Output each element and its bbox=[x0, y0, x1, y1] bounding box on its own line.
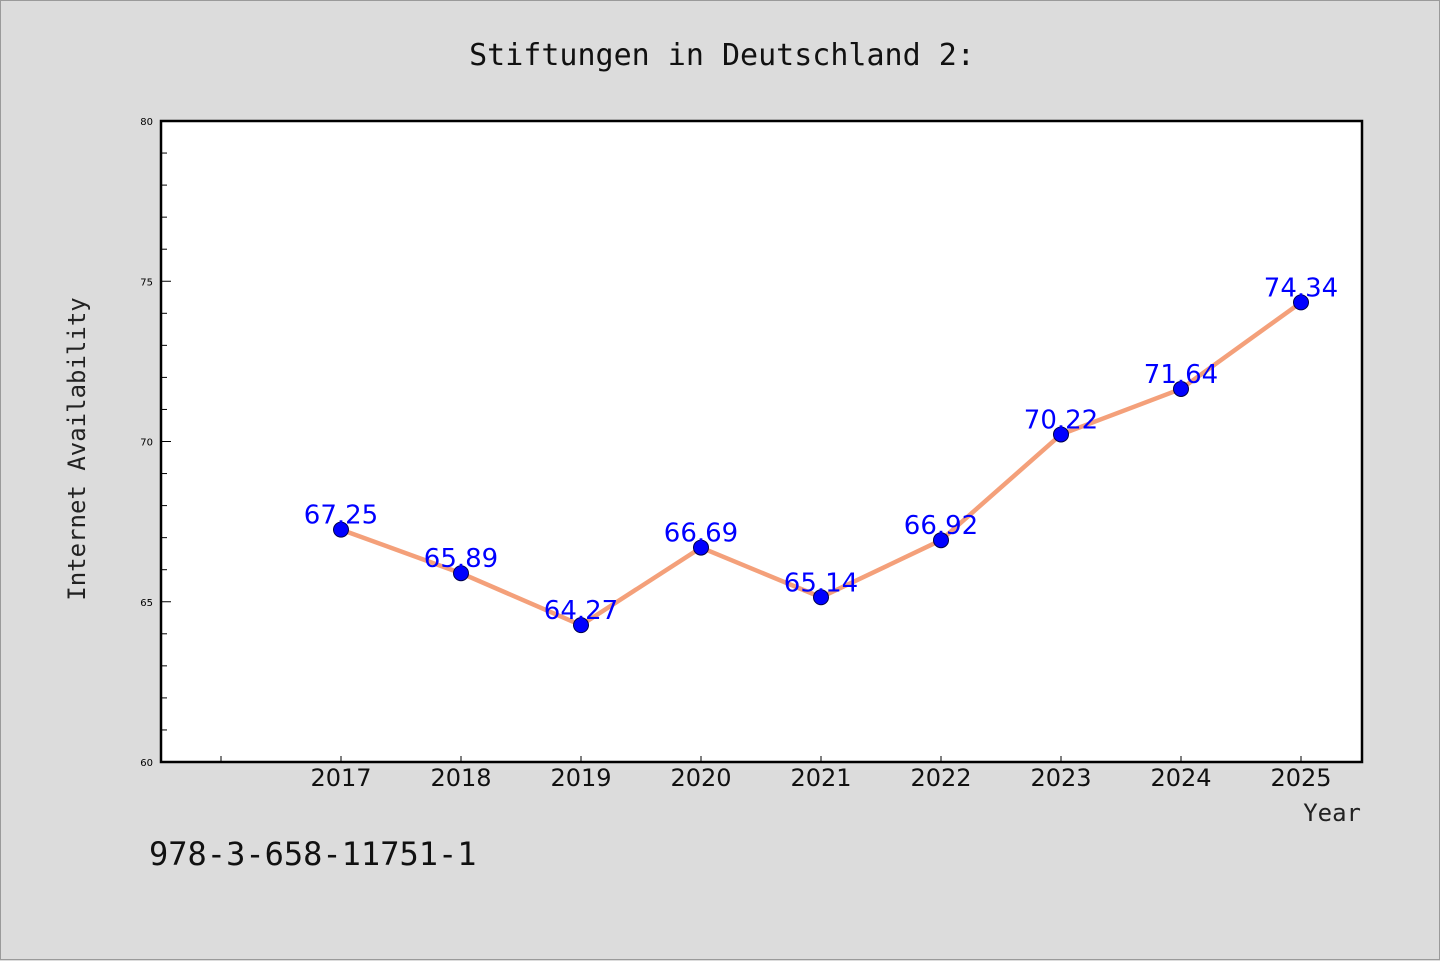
data-point bbox=[1293, 294, 1309, 311]
x-axis-ticks: 2017 2018 2019 2020 2021 2022 2023 2024 2025 bbox=[220, 756, 1332, 792]
x-tick-label: 2021 bbox=[790, 764, 851, 792]
series-group: 67.25 65.89 64.27 66.69 65.14 66.92 70.22 71.64… bbox=[304, 273, 1338, 634]
x-tick-label: 2022 bbox=[910, 764, 971, 792]
data-label: 74.34 bbox=[1264, 273, 1338, 303]
data-point bbox=[813, 589, 829, 606]
data-point bbox=[933, 532, 949, 549]
data-label: 70.22 bbox=[1024, 405, 1098, 435]
data-label: 66.92 bbox=[904, 511, 978, 541]
x-tick-label: 2019 bbox=[550, 764, 611, 792]
y-tick-label: 80 bbox=[140, 117, 153, 128]
x-tick-label: 2020 bbox=[670, 764, 731, 792]
data-label: 67.25 bbox=[304, 501, 378, 531]
data-label: 64.27 bbox=[544, 596, 618, 626]
x-tick-label: 2023 bbox=[1030, 764, 1091, 792]
data-label: 66.69 bbox=[664, 519, 738, 549]
plot-area bbox=[159, 119, 1364, 764]
data-label: 71.64 bbox=[1144, 360, 1218, 390]
x-tick-label: 2025 bbox=[1270, 764, 1331, 792]
data-point bbox=[1173, 380, 1189, 397]
chart-title: Stiftungen in Deutschland 2: bbox=[469, 38, 975, 73]
data-point bbox=[453, 565, 469, 582]
y-tick-label: 70 bbox=[140, 438, 153, 449]
y-tick-label: 65 bbox=[140, 598, 153, 609]
y-tick-label: 60 bbox=[140, 758, 153, 769]
data-label: 65.14 bbox=[784, 568, 858, 598]
data-point bbox=[693, 539, 709, 556]
y-axis-label: Internet Availability bbox=[63, 297, 91, 600]
y-axis-ticks: 60 65 70 75 80 bbox=[140, 117, 171, 769]
data-point bbox=[333, 521, 349, 538]
x-tick-label: 2018 bbox=[430, 764, 491, 792]
data-point bbox=[1053, 426, 1069, 443]
x-tick-label: 2017 bbox=[310, 764, 371, 792]
data-point bbox=[573, 617, 589, 634]
isbn-footnote: 978-3-658-11751-1 bbox=[149, 835, 477, 873]
y-tick-label: 75 bbox=[140, 277, 153, 288]
data-label: 65.89 bbox=[424, 544, 498, 574]
x-tick-label: 2024 bbox=[1150, 764, 1211, 792]
x-axis-label: Year bbox=[1303, 799, 1361, 827]
